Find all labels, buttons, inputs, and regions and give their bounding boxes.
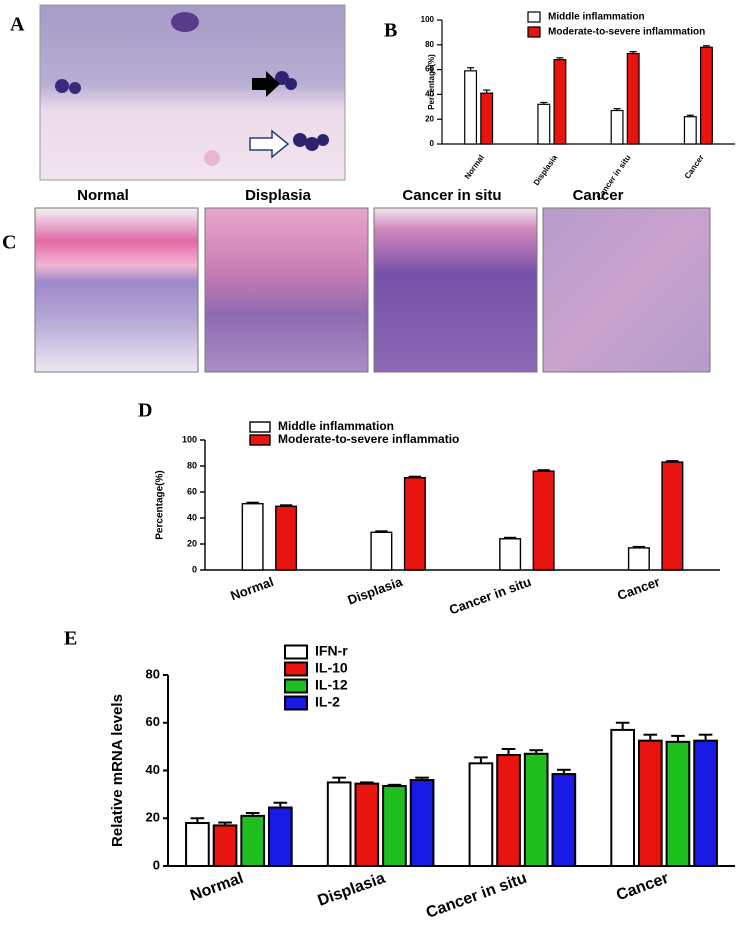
bar — [693, 739, 718, 867]
y-tick-label: 80 — [146, 666, 160, 681]
bar — [626, 52, 640, 145]
micrograph — [204, 207, 369, 373]
y-tick-label: 40 — [187, 512, 197, 522]
y-axis-label: Percentage(%) — [155, 470, 166, 539]
legend-swatch — [284, 644, 308, 660]
legend-label: Middle inflammation — [278, 419, 394, 433]
y-tick-label: 40 — [146, 762, 160, 777]
micrograph — [373, 207, 538, 373]
bar — [240, 814, 266, 867]
bar — [553, 59, 567, 145]
bar — [275, 505, 298, 571]
panel-label: D — [138, 400, 152, 422]
x-tick-label: Normal — [188, 870, 246, 905]
bar — [185, 822, 210, 868]
bar — [464, 70, 478, 145]
bar — [699, 46, 713, 145]
legend-swatch — [284, 678, 308, 694]
y-tick-label: 60 — [187, 486, 197, 496]
legend-label: Moderate-to-severe inflammatio — [278, 432, 459, 446]
bar — [403, 477, 426, 571]
bar — [523, 752, 549, 867]
y-axis-label: Percentage(%) — [427, 54, 436, 110]
y-tick-label: 20 — [425, 114, 434, 123]
y-tick-label: 0 — [430, 139, 435, 148]
y-tick-label: 0 — [153, 857, 160, 872]
micrograph-title: Normal — [77, 187, 129, 204]
panel-label: E — [64, 628, 77, 650]
legend-swatch — [527, 26, 541, 38]
bar — [551, 773, 577, 867]
legend-swatch — [249, 434, 271, 446]
y-tick-label: 60 — [146, 714, 160, 729]
bar — [537, 103, 551, 145]
micrograph-title: Cancer — [573, 187, 624, 204]
bar — [683, 116, 697, 145]
x-tick-label: Normal — [463, 153, 486, 181]
micrograph-title: Displasia — [245, 187, 312, 204]
bar — [532, 470, 555, 571]
x-tick-label: Cancer in situ — [424, 870, 529, 922]
bar — [382, 785, 407, 867]
bar — [326, 781, 352, 867]
x-tick-label: Displasia — [532, 153, 560, 187]
x-tick-label: Normal — [228, 574, 275, 603]
y-tick-label: 0 — [192, 564, 197, 574]
x-tick-label: Displasia — [346, 574, 405, 608]
micrograph-title: Cancer in situ — [402, 187, 501, 204]
x-tick-label: Cancer — [615, 574, 662, 603]
legend-label: Middle inflammation — [548, 12, 645, 23]
legend-swatch — [527, 11, 541, 23]
y-tick-label: 60 — [425, 65, 434, 74]
micrograph — [34, 207, 199, 373]
y-tick-label: 40 — [425, 90, 434, 99]
bar — [354, 782, 380, 867]
y-tick-label: 20 — [146, 810, 160, 825]
y-tick-label: 20 — [187, 538, 197, 548]
bar — [241, 503, 264, 571]
y-axis-label: Relative mRNA levels — [109, 694, 126, 847]
y-tick-label: 80 — [187, 460, 197, 470]
bar — [480, 92, 494, 145]
x-tick-label: Cancer in situ — [447, 574, 533, 618]
y-tick-label: 80 — [425, 40, 434, 49]
bar — [496, 753, 521, 868]
bar — [661, 461, 684, 571]
panel-label: A — [10, 14, 25, 36]
x-tick-label: Cancer — [683, 153, 706, 180]
bar — [627, 547, 650, 571]
legend-swatch — [284, 661, 308, 677]
bar — [370, 531, 393, 571]
x-tick-label: Displasia — [316, 870, 388, 910]
legend-label: Moderate-to-severe inflammation — [548, 27, 705, 38]
panel-label: C — [2, 232, 16, 254]
bar — [409, 779, 435, 867]
bar — [665, 740, 691, 867]
bar — [637, 739, 663, 867]
panel-label: B — [384, 20, 397, 42]
legend-label: IL-10 — [315, 660, 348, 676]
y-tick-label: 100 — [182, 434, 197, 444]
x-tick-label: Cancer — [614, 870, 671, 905]
micrograph — [542, 207, 711, 373]
bar — [267, 806, 293, 867]
bar — [212, 824, 238, 867]
bar — [499, 538, 522, 571]
micrograph-a — [39, 4, 346, 181]
bar — [468, 762, 494, 868]
bar — [610, 109, 624, 145]
legend-swatch — [284, 695, 308, 711]
legend-label: IFN-r — [315, 643, 348, 659]
y-tick-label: 100 — [421, 15, 435, 24]
bar — [610, 728, 636, 867]
legend-swatch — [249, 421, 271, 433]
legend-label: IL-12 — [315, 677, 348, 693]
legend-label: IL-2 — [315, 694, 340, 710]
